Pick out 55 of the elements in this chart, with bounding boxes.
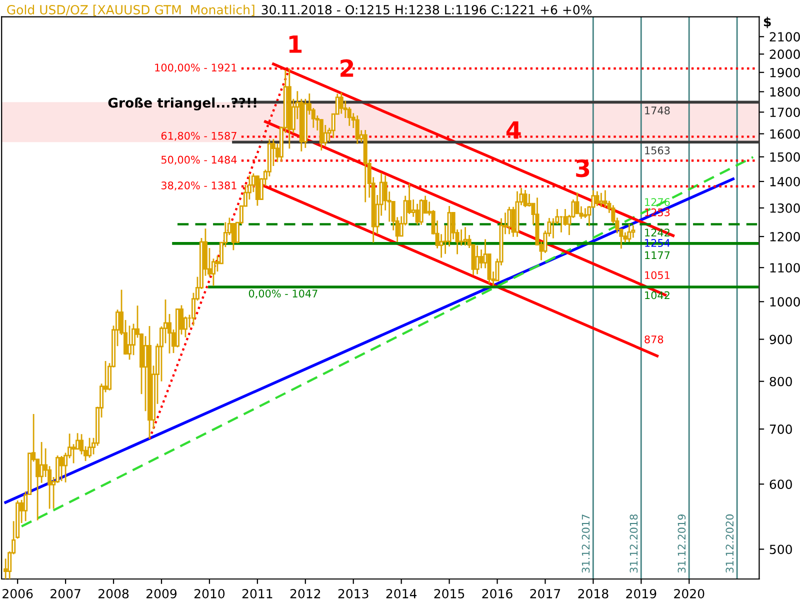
y-tick-label: 700	[770, 424, 792, 434]
annotation: 1177	[645, 251, 670, 259]
chart-title: Gold USD/OZ [XAUUSD GTM Monatlich]	[7, 4, 254, 16]
x-tick-label: 2017	[530, 588, 560, 598]
chart-subtitle: 30.11.2018 - O:1215 H:1238 L:1196 C:1221 +6 +0%	[262, 5, 592, 14]
y-tick-label: 1000	[770, 297, 800, 307]
y-tick-label: 900	[770, 334, 792, 344]
y-tick-label: 1500	[770, 152, 800, 162]
x-tick-label: 2008	[98, 588, 129, 598]
x-tick-label: 2010	[194, 588, 225, 598]
x-tick-label: 2007	[50, 588, 80, 598]
annotation: 4	[506, 121, 521, 139]
y-tick-label: 600	[770, 480, 792, 490]
y-tick-label: 1300	[770, 203, 800, 213]
annotation: 100,00% - 1921	[155, 64, 236, 73]
x-tick-label: 2011	[242, 588, 272, 598]
annotation: 1748	[645, 106, 670, 114]
y-tick-label: 1100	[770, 263, 800, 273]
ref-line-label: 31.12.2018	[630, 514, 638, 573]
ref-line-label: 31.12.2019	[678, 514, 686, 573]
x-tick-label: 2018	[578, 588, 608, 598]
x-tick-label: 2015	[434, 588, 464, 598]
y-tick-label: 1600	[770, 129, 800, 139]
annotation: 38,20% - 1381	[161, 181, 236, 190]
annotation: 1	[289, 36, 302, 53]
x-tick-label: 2013	[338, 588, 368, 598]
ref-line-label: 31.12.2017	[582, 514, 590, 573]
annotation: 878	[644, 335, 664, 344]
y-tick-label: 1400	[770, 176, 800, 186]
y-tick-label: 2000	[770, 50, 800, 59]
x-tick-label: 2009	[146, 588, 177, 598]
annotation: 2	[340, 59, 354, 77]
annotation: Große triangel...??!!	[108, 98, 256, 110]
annotation: 1042	[645, 291, 670, 300]
x-tick-label: 2014	[386, 588, 417, 598]
y-tick-label: 1800	[770, 87, 800, 97]
x-tick-label: 2012	[290, 588, 320, 598]
ref-line-label: 31.12.2020	[726, 514, 734, 573]
y-tick-label: 500	[770, 544, 792, 554]
annotation: 1051	[645, 271, 670, 280]
y-tick-label: 1900	[770, 68, 800, 78]
y-axis-title: $	[764, 16, 771, 28]
annotation: 3	[576, 159, 590, 178]
x-tick-label: 2020	[674, 588, 704, 598]
x-tick-label: 2006	[2, 588, 33, 598]
annotation: 1563	[645, 146, 670, 154]
annotation: 61,80% - 1587	[161, 132, 236, 141]
y-tick-label: 1200	[770, 232, 800, 242]
y-tick-label: 800	[770, 376, 792, 386]
y-tick-label: 2100	[770, 32, 800, 42]
x-tick-label: 2016	[482, 588, 512, 598]
annotation: 50,00% - 1484	[161, 156, 237, 165]
y-tick-label: 1700	[770, 108, 800, 118]
x-tick-label: 2019	[626, 588, 656, 598]
annotation: 0,00% - 1047	[248, 290, 318, 299]
